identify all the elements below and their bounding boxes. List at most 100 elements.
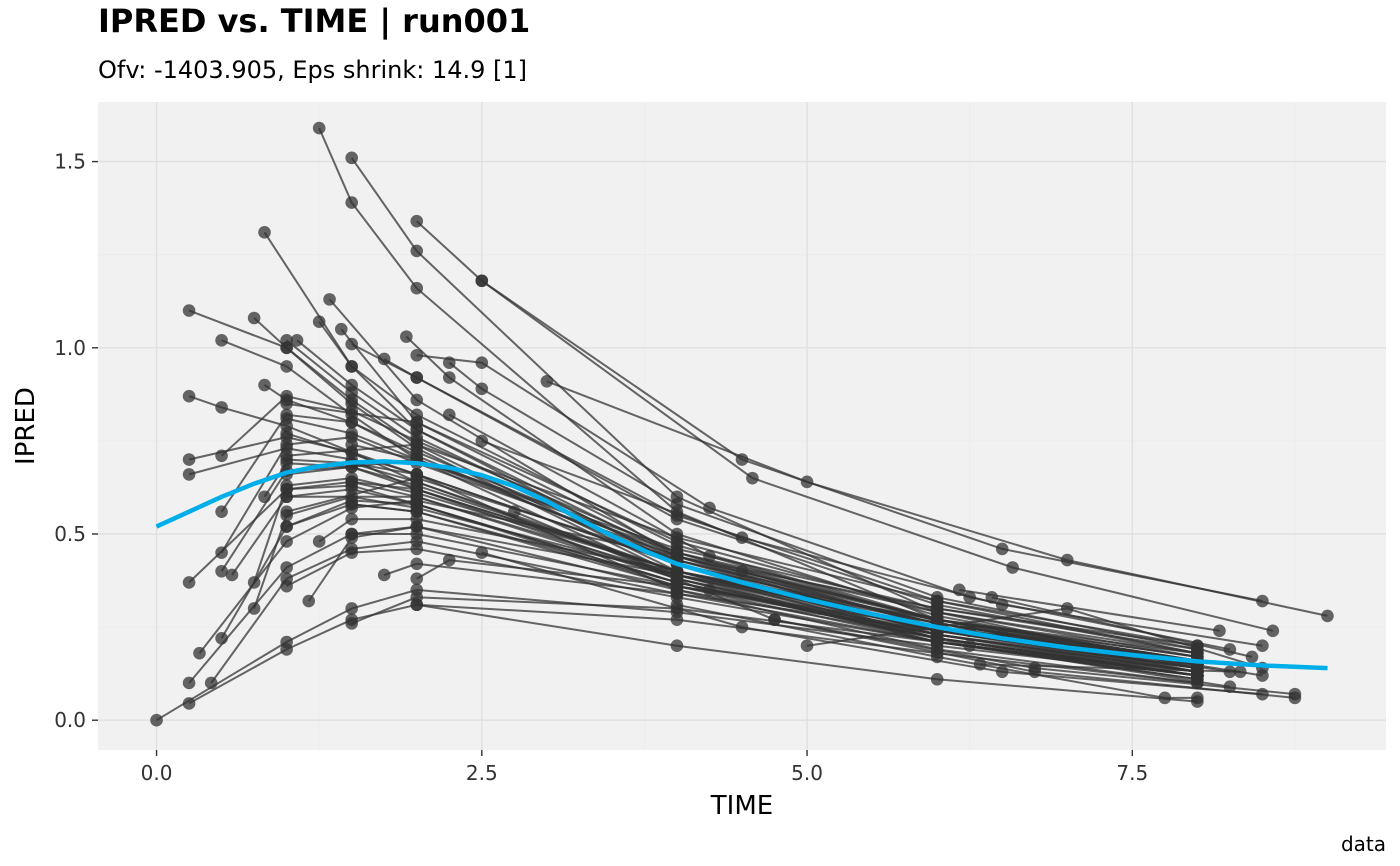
series-line [481, 439, 1263, 647]
data-point [345, 617, 358, 630]
data-point [1321, 609, 1334, 623]
data-point [1223, 680, 1237, 693]
data-point [312, 121, 326, 135]
data-point [215, 334, 228, 347]
y-tick-label: 1.0 [54, 336, 86, 360]
data-point [345, 494, 358, 507]
data-point [1233, 665, 1247, 679]
data-point [475, 546, 489, 559]
data-point [280, 427, 293, 440]
data-point [1256, 594, 1269, 608]
x-axis-ticks: 0.0 2.5 5.0 7.5 [141, 750, 1148, 785]
data-point [182, 304, 196, 317]
x-tick-label: 5.0 [791, 761, 823, 785]
data-point [193, 646, 206, 660]
data-point [670, 639, 684, 653]
data-point [345, 378, 358, 392]
data-point [345, 512, 358, 526]
y-tick-label: 0.5 [54, 522, 86, 546]
data-point [410, 393, 424, 407]
data-point [312, 315, 326, 329]
data-point [182, 389, 196, 403]
data-point [1060, 553, 1074, 567]
data-point [215, 401, 228, 414]
data-point [215, 564, 228, 578]
series-line [546, 380, 1328, 617]
data-point [1213, 624, 1226, 638]
data-point [182, 468, 196, 481]
data-point [302, 594, 316, 608]
data-point [182, 697, 196, 710]
smooth-line [155, 459, 1328, 671]
data-point [312, 535, 326, 548]
data-point [258, 490, 271, 504]
x-tick-label: 2.5 [466, 761, 498, 785]
y-tick-label: 0.0 [54, 708, 86, 732]
data-point [670, 598, 684, 612]
data-point [410, 244, 424, 258]
data-point [280, 579, 293, 593]
data-point [735, 564, 749, 578]
data-point [1006, 561, 1019, 574]
data-point [410, 490, 424, 504]
data-point [345, 151, 358, 165]
data-point [995, 665, 1009, 679]
data-point [930, 650, 944, 664]
data-point [225, 568, 239, 582]
chart-caption: data [1340, 832, 1386, 856]
data-point [930, 605, 944, 619]
data-point [280, 438, 293, 451]
data-point [345, 438, 358, 451]
series-line [416, 603, 1198, 703]
data-point [247, 576, 261, 589]
data-point [410, 214, 424, 228]
data-point [1191, 646, 1204, 660]
data-point [280, 635, 293, 649]
data-point [215, 505, 228, 518]
data-point [1223, 665, 1237, 679]
data-point [703, 550, 716, 563]
y-axis-title: IPRED [11, 387, 41, 465]
data-point [410, 281, 424, 295]
data-point [215, 449, 228, 463]
series-points [150, 121, 1334, 727]
data-point [280, 520, 293, 533]
data-point [215, 546, 228, 559]
data-point [735, 620, 749, 634]
data-point [800, 639, 814, 653]
data-point [475, 356, 489, 369]
data-point [475, 434, 489, 448]
smooth-layer [155, 459, 1328, 671]
data-point [1191, 691, 1204, 705]
data-point [410, 542, 424, 556]
data-point [247, 311, 261, 325]
x-tick-label: 0.0 [141, 761, 173, 785]
data-point [508, 505, 521, 518]
data-point [280, 360, 293, 373]
data-point [746, 471, 759, 485]
data-point [670, 535, 684, 548]
data-point [150, 713, 163, 727]
data-point [345, 427, 358, 440]
series-line [481, 551, 1263, 696]
data-point [735, 531, 749, 545]
data-point [995, 542, 1009, 556]
y-tick-label: 1.5 [54, 150, 86, 174]
series-line [959, 588, 1220, 632]
data-point [258, 378, 271, 392]
data-point [345, 196, 358, 209]
data-point [540, 375, 554, 388]
data-point [442, 371, 456, 384]
data-point [345, 527, 358, 541]
series-line [991, 596, 1253, 658]
data-point [290, 334, 304, 347]
x-axis-title: TIME [710, 791, 773, 821]
data-point [973, 658, 987, 671]
series-line [481, 279, 1274, 632]
data-point [1158, 691, 1172, 705]
data-point [670, 497, 684, 511]
data-point [204, 676, 218, 690]
data-point [952, 583, 966, 597]
data-point [247, 602, 261, 615]
